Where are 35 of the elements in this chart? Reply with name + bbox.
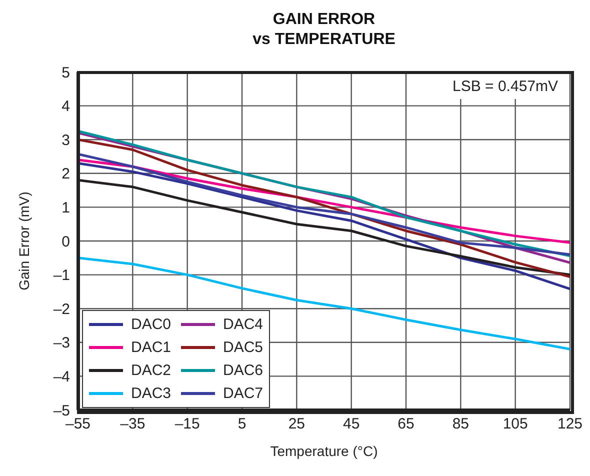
y-tick-label: 0 [62, 233, 70, 250]
annotation: LSB = 0.457mV [442, 74, 568, 99]
y-axis-title: Gain Error (mV) [16, 192, 32, 290]
y-tick-label: –3 [53, 334, 70, 352]
x-tick-label: 25 [288, 416, 306, 433]
chart-title: GAIN ERROR vs TEMPERATURE [252, 10, 396, 50]
y-tick-label: –1 [53, 267, 70, 284]
x-tick-label: –15 [174, 416, 200, 433]
y-tick-label: 5 [62, 64, 70, 82]
line-series [78, 256, 570, 350]
x-tick-label: 5 [238, 416, 246, 433]
line-series [78, 152, 570, 256]
legend-label: DAC4 [223, 316, 264, 333]
x-tick-label: 65 [398, 416, 414, 433]
line-series [78, 162, 570, 290]
legend-label: DAC6 [223, 362, 264, 379]
legend-label: DAC0 [131, 316, 172, 333]
legend-label: DAC1 [131, 339, 172, 356]
x-tick-label: 85 [452, 416, 470, 433]
legend-label: DAC3 [131, 385, 172, 402]
x-axis-title: Temperature (°C) [270, 443, 378, 459]
y-tick-label: 4 [62, 98, 70, 116]
x-tick-label: 125 [557, 416, 583, 433]
y-tick-label: –2 [53, 300, 70, 318]
x-tick-label: 45 [342, 416, 360, 433]
legend-label: DAC5 [223, 339, 264, 356]
legend-label: DAC7 [223, 385, 264, 402]
y-tick-label: –4 [53, 368, 70, 386]
x-tick-label: 105 [502, 416, 528, 433]
legend-label: DAC2 [131, 362, 172, 379]
y-tick-label: 1 [62, 200, 70, 217]
y-tick-label: 3 [62, 132, 70, 149]
x-tick-label: –35 [120, 416, 146, 433]
line-series [78, 178, 570, 276]
y-tick-label: 2 [62, 166, 70, 183]
